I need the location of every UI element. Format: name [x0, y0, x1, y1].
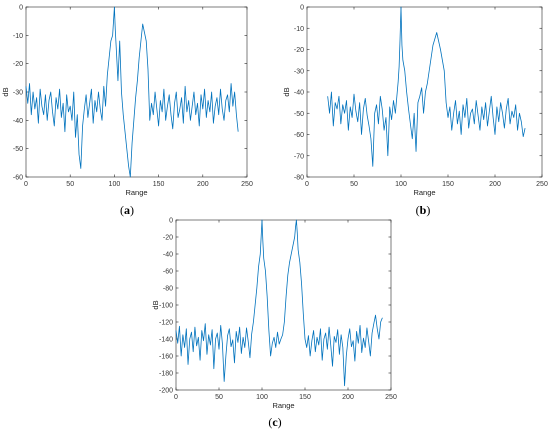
y-tick-label: -140 [159, 337, 173, 344]
panel-label: (c) [268, 415, 281, 429]
x-tick-label: 150 [299, 394, 311, 401]
x-axis-label: Range [125, 188, 147, 197]
y-tick-label: -100 [159, 303, 173, 310]
series-line-1 [327, 6, 526, 167]
series-line-1 [25, 6, 239, 178]
y-tick-label: -80 [163, 286, 173, 293]
y-tick-label: -20 [163, 235, 173, 242]
x-tick-label: 100 [109, 181, 121, 188]
y-tick-label: -200 [159, 388, 173, 395]
y-tick-label: -60 [13, 175, 23, 182]
y-tick-label: -180 [159, 371, 173, 378]
x-tick-label: 0 [174, 394, 178, 401]
x-axis-label: Range [272, 401, 294, 410]
y-tick-label: 0 [169, 218, 173, 225]
panel-label: (a) [120, 203, 134, 217]
y-tick-label: -60 [294, 132, 304, 139]
y-tick-label: -20 [13, 61, 23, 68]
x-tick-label: 100 [395, 181, 407, 188]
y-tick-label: -60 [163, 269, 173, 276]
y-axis-label: dB [282, 87, 291, 96]
y-tick-label: -120 [159, 320, 173, 327]
x-tick-label: 250 [241, 181, 253, 188]
y-tick-label: -20 [294, 47, 304, 54]
x-tick-label: 50 [350, 181, 358, 188]
chart-panel-1: 0 50 100 150 200 250 -60 -50 -40 -30 -20 -10 0 Range d… [1, 5, 253, 218]
y-tick-label: -10 [294, 26, 304, 33]
y-axis-label: dB [1, 87, 10, 96]
x-tick-label: 100 [256, 394, 268, 401]
x-axis-label: Range [413, 188, 435, 197]
y-tick-label: -40 [13, 118, 23, 125]
y-tick-label: -80 [294, 175, 304, 182]
chart-panel-3: 0 50 100 150 200 250-200-180-160-140-120-100-… [151, 218, 397, 430]
x-tick-label: 0 [305, 181, 309, 188]
x-tick-label: 50 [66, 181, 74, 188]
y-tick-label: -50 [13, 146, 23, 153]
x-tick-label: 150 [442, 181, 454, 188]
y-axis-label: dB [151, 300, 160, 309]
x-tick-label: 0 [24, 181, 28, 188]
x-tick-label: 50 [215, 394, 223, 401]
series-line-1 [175, 219, 383, 387]
x-tick-label: 200 [197, 181, 209, 188]
y-tick-label: -50 [294, 111, 304, 118]
y-tick-label: -40 [294, 90, 304, 97]
y-tick-label: 0 [19, 5, 23, 12]
x-tick-label: 250 [385, 394, 397, 401]
y-tick-label: 0 [300, 5, 304, 12]
x-tick-label: 200 [489, 181, 501, 188]
y-tick-label: -10 [13, 33, 23, 40]
chart-panel-2: 0 50 100 150 200 250 -80 -70 -60 -50 -40 -30 -20 -10 0… [282, 5, 548, 218]
y-tick-label: -30 [294, 68, 304, 75]
y-tick-label: -40 [163, 252, 173, 259]
plot-area [175, 219, 392, 391]
plot-area [306, 6, 543, 178]
y-tick-label: -30 [13, 90, 23, 97]
x-tick-label: 200 [342, 394, 354, 401]
x-tick-label: 150 [153, 181, 165, 188]
y-tick-label: -160 [159, 354, 173, 361]
panel-label: (b) [416, 203, 431, 217]
y-tick-label: -70 [294, 153, 304, 160]
x-tick-label: 250 [536, 181, 548, 188]
